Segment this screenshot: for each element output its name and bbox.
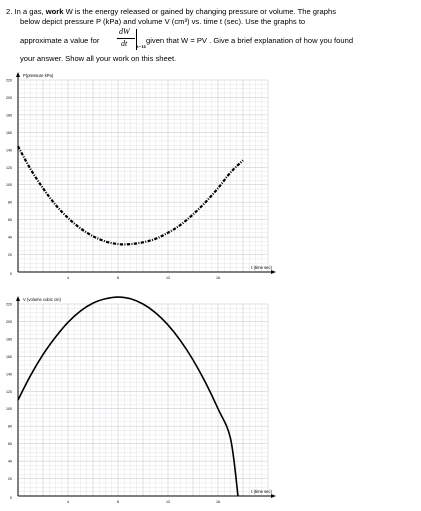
question-line-2: below depict pressure P (kPa) and volume… (20, 17, 306, 26)
x-axis-label: t (time sec) (251, 265, 272, 270)
question-line-3b: given that W = PV . Give a brief explana… (146, 36, 354, 45)
y-tick-label: 220 (6, 79, 12, 83)
y-axis-label: V (volume cubic cm) (23, 297, 62, 302)
y-tick-label: 20 (8, 477, 12, 481)
deriv-numerator: dW (119, 27, 130, 36)
x-tick-label: 16 (216, 276, 220, 280)
pressure-chart: 20 40 60 80 100 120 140 160 180 200 220 0 4 8 12 16 P(pr… (6, 72, 276, 280)
y-tick-label: 140 (6, 148, 12, 152)
question-line-3a: approximate a value for (20, 36, 100, 45)
series-line (17, 145, 244, 246)
fraction-bar (117, 38, 135, 39)
y-tick-label: 180 (6, 337, 12, 341)
x-axis-label: t (time sec) (251, 489, 272, 494)
x-tick-label: 8 (117, 500, 119, 504)
origin-label: 0 (10, 272, 12, 276)
deriv-eval-point: t=14 (137, 44, 146, 49)
y-tick-label: 120 (6, 166, 12, 170)
y-tick-label: 180 (6, 113, 12, 117)
y-tick-label: 200 (6, 320, 12, 324)
y-tick-label: 40 (8, 460, 12, 464)
y-tick-label: 120 (6, 390, 12, 394)
y-tick-label: 140 (6, 372, 12, 376)
x-axis-arrow (271, 494, 276, 498)
question-text-1b: W is the energy released or gained by ch… (63, 7, 336, 16)
eval-bar (136, 29, 137, 50)
origin-label: 0 (10, 496, 12, 500)
volume-graph: 20 40 60 80 100 120 140 160 180 200 220 0 4 8 12 16 V (v… (0, 294, 421, 508)
y-tick-label: 100 (6, 183, 12, 187)
y-axis-arrow (16, 72, 20, 77)
series-line (17, 296, 239, 497)
y-tick-label: 160 (6, 355, 12, 359)
y-tick-label: 80 (8, 201, 12, 205)
x-tick-label: 8 (117, 276, 119, 280)
y-tick-label: 100 (6, 407, 12, 411)
x-tick-label: 4 (67, 276, 69, 280)
y-axis-arrow (16, 296, 20, 301)
grid (17, 79, 269, 273)
y-tick-label: 60 (8, 442, 12, 446)
y-tick-label: 220 (6, 303, 12, 307)
pressure-graph: 20 40 60 80 100 120 140 160 180 200 220 0 4 8 12 16 P(pr… (0, 68, 421, 286)
y-tick-label: 20 (8, 253, 12, 257)
y-tick-label: 40 (8, 236, 12, 240)
question-number: 2. (6, 7, 13, 16)
y-axis-label: P(pressure kPa) (23, 73, 54, 78)
question-bold-work: work (45, 7, 64, 16)
y-tick-label: 160 (6, 131, 12, 135)
x-axis-arrow (271, 270, 276, 274)
y-tick-label: 60 (8, 218, 12, 222)
question-line-4: your answer. Show all your work on this … (20, 54, 177, 63)
x-tick-label: 12 (166, 276, 170, 280)
question-text-1a: In a gas, (14, 7, 46, 16)
x-tick-label: 12 (166, 500, 170, 504)
question-line-1: 2. In a gas, work W is the energy releas… (6, 7, 418, 17)
y-tick-label: 200 (6, 96, 12, 100)
grid (17, 303, 269, 497)
volume-chart: 20 40 60 80 100 120 140 160 180 200 220 0 4 8 12 16 V (v… (6, 296, 276, 504)
x-tick-label: 16 (216, 500, 220, 504)
y-tick-label: 80 (8, 425, 12, 429)
x-tick-label: 4 (67, 500, 69, 504)
deriv-denominator: dt (121, 39, 128, 48)
